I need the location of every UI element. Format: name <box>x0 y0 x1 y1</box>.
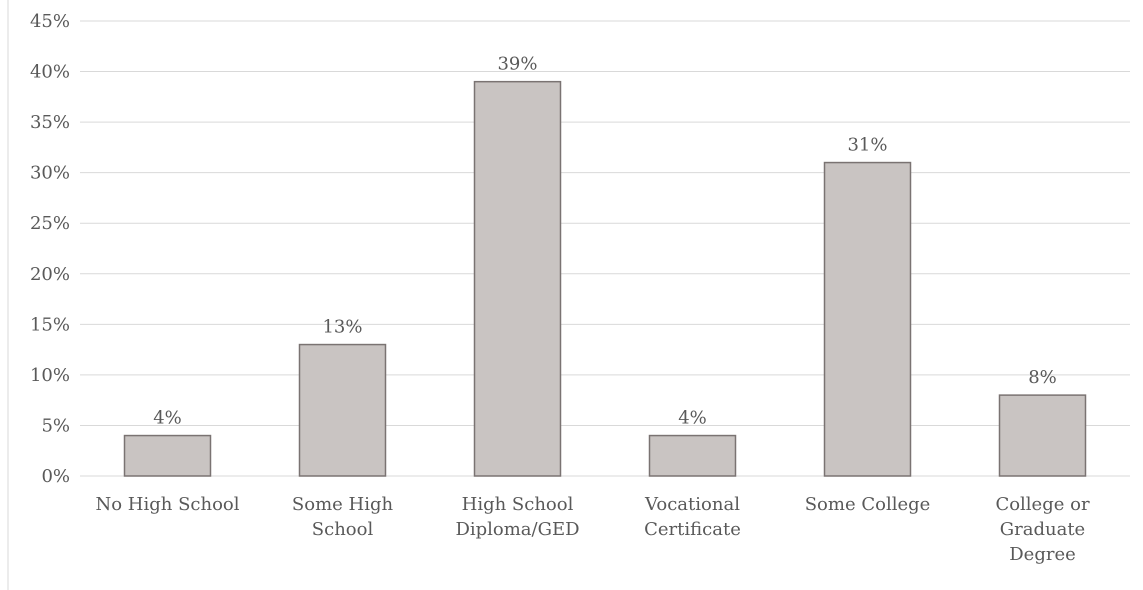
y-tick-label: 0% <box>41 466 70 487</box>
bar <box>648 434 737 477</box>
category-label: College or Graduate Degree <box>995 494 1090 565</box>
y-tick-label: 45% <box>30 11 70 32</box>
data-label: 4% <box>153 408 182 429</box>
bar <box>123 434 212 477</box>
bar <box>473 80 562 477</box>
data-label: 13% <box>322 317 362 338</box>
bar <box>998 394 1087 477</box>
category-label: No High School <box>95 494 239 515</box>
category-label-line: Diploma/GED <box>455 519 579 540</box>
y-tick-label: 30% <box>30 163 70 184</box>
category-label-line: Vocational <box>644 494 740 515</box>
data-label: 4% <box>678 408 707 429</box>
category-label-line: No High School <box>95 494 239 515</box>
x-axis-categories: No High School Some High School High School… <box>95 494 1089 565</box>
category-label-line: Some College <box>805 494 931 515</box>
category-label-line: College or <box>995 494 1090 515</box>
category-label: Some College <box>805 494 931 515</box>
category-label-line: Graduate <box>1000 519 1085 540</box>
bar <box>823 161 912 477</box>
category-label: High School Diploma/GED <box>455 494 579 540</box>
y-axis-ticks: 0% 5% 10% 15% 20% 25% 30% 35% 40% 45% <box>30 11 70 487</box>
y-tick-label: 40% <box>30 62 70 83</box>
category-label: Some High School <box>292 494 394 540</box>
category-label-line: Degree <box>1009 544 1076 565</box>
data-label: 39% <box>497 54 537 75</box>
bar <box>298 343 387 477</box>
bars <box>123 80 1087 477</box>
data-label: 31% <box>847 135 887 156</box>
data-labels: 4% 13% 39% 4% 31% 8% <box>153 54 1057 429</box>
y-tick-label: 10% <box>30 365 70 386</box>
y-tick-label: 5% <box>41 415 70 436</box>
data-label: 8% <box>1028 367 1057 388</box>
category-label-line: Certificate <box>644 519 741 540</box>
y-tick-label: 15% <box>30 314 70 335</box>
gridlines <box>80 20 1130 477</box>
category-label-line: Some High <box>292 494 394 515</box>
y-tick-label: 35% <box>30 112 70 133</box>
y-tick-label: 20% <box>30 264 70 285</box>
category-label-line: High School <box>462 494 574 515</box>
category-label: Vocational Certificate <box>644 494 741 540</box>
y-tick-label: 25% <box>30 213 70 234</box>
category-label-line: School <box>312 519 374 540</box>
